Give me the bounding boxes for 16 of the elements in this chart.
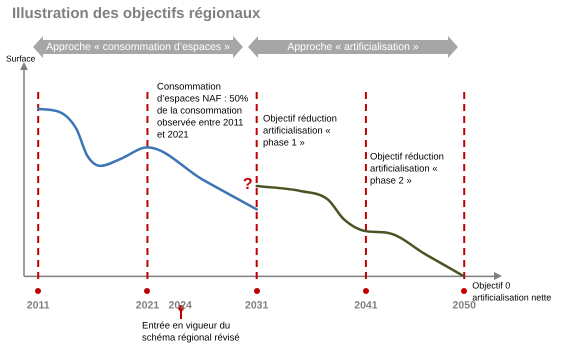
annotation: Consommation d’espaces NAF : 50% de la consommation observée entre 2011 et 2021 [157,81,249,140]
x-tick-label: 2011 [26,300,50,312]
annotation: ? [242,176,253,194]
x-tick-label: 2050 [452,300,476,312]
x-tick-label: 2021 [136,300,160,312]
annotation: Objectif réduction artificialisation « phase 1 » [263,113,337,148]
annotation: Objectif 0 artificialisation nette [472,280,552,302]
text: Approche « consommation d’espaces » [46,40,230,53]
x-tick-label: 2041 [354,300,378,312]
text: Surface [6,54,36,64]
text: Approche « artificialisation » [287,40,419,53]
annotation: Objectif réduction artificialisation « phase 2 » [370,151,444,186]
text: Entrée en vigueur du schéma régional révisé [142,320,240,344]
x-tick-label: 2024 [168,300,192,312]
x-tick-label: 2031 [244,300,269,312]
chart-title: Illustration des objectifs régionaux [12,5,260,22]
